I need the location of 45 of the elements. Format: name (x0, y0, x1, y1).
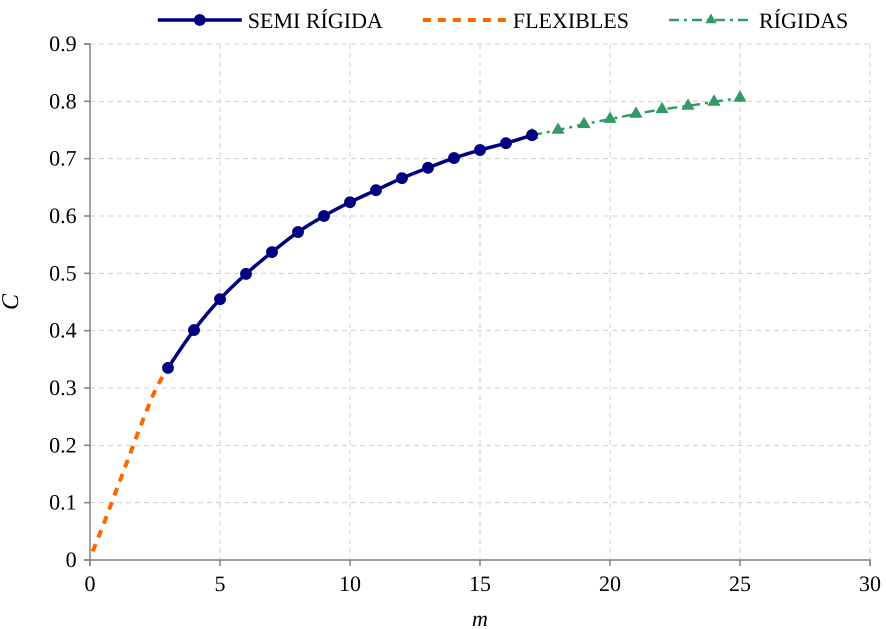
x-tick-label: 0 (84, 571, 96, 596)
point (733, 90, 747, 102)
point (681, 98, 695, 110)
point (214, 293, 226, 306)
point (603, 112, 617, 123)
point (474, 144, 486, 156)
x-tick-label: 10 (339, 571, 361, 596)
point (629, 106, 643, 118)
point (422, 162, 434, 174)
point (551, 122, 565, 134)
x-tick-label: 25 (729, 571, 751, 596)
y-tick-label: 0.4 (49, 318, 77, 343)
x-tick-label: 20 (599, 571, 621, 596)
point (266, 246, 278, 258)
point (188, 324, 200, 336)
x-tick-label: 5 (214, 571, 226, 596)
point (370, 184, 382, 196)
point (344, 196, 356, 208)
y-tick-label: 0.1 (49, 490, 77, 515)
point (500, 137, 512, 150)
y-tick-label: 0.5 (49, 260, 77, 286)
x-tick-label: 15 (469, 571, 491, 596)
point (707, 94, 721, 106)
y-tick-label: 0.3 (49, 375, 77, 400)
point (396, 172, 408, 184)
point (240, 268, 252, 280)
point (318, 210, 330, 222)
point (655, 102, 669, 114)
y-tick-label: 0.6 (49, 203, 77, 228)
y-tick-label: 0 (66, 547, 77, 572)
x-axis-title: m (472, 606, 488, 629)
point (162, 362, 174, 374)
point (526, 129, 538, 142)
point (577, 116, 591, 128)
legend-label: FLEXIBLES (512, 8, 629, 33)
point (448, 152, 460, 164)
x-tick-label: 30 (859, 571, 881, 596)
y-axis-title: C (0, 293, 24, 310)
y-tick-label: 0.9 (49, 31, 77, 56)
legend-label: SEMI RÍGIDA (248, 8, 383, 33)
y-tick-label: 0.7 (49, 146, 77, 171)
point (292, 226, 304, 238)
y-tick-label: 0.2 (49, 432, 77, 458)
y-tick-label: 0.8 (49, 88, 77, 114)
legend-label: RÍGIDAS (758, 8, 848, 33)
